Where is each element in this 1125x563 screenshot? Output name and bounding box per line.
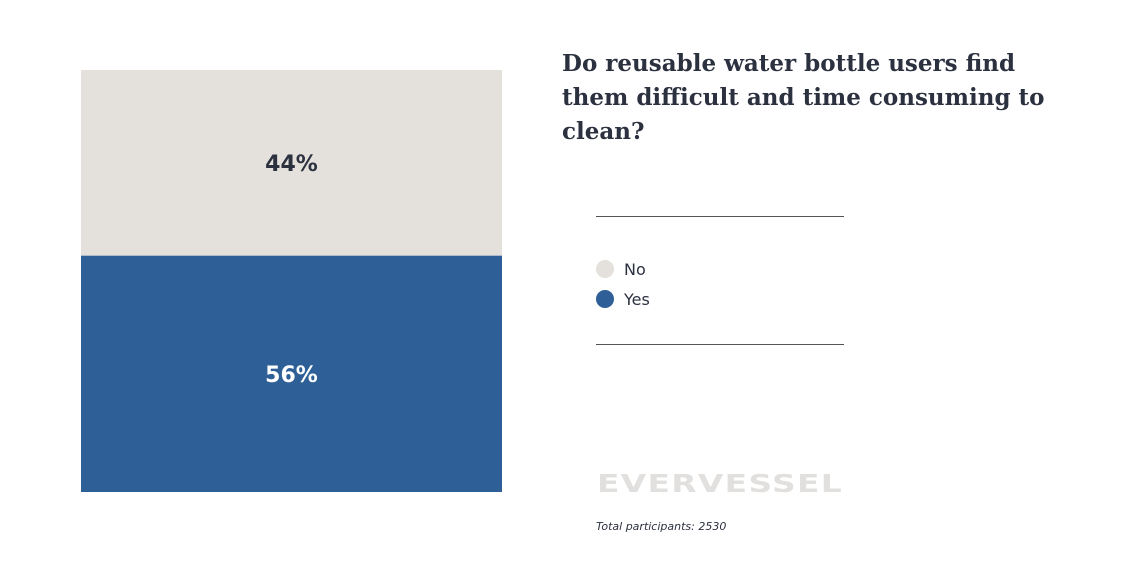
legend-top-divider [596, 216, 844, 217]
logo-wordmark: EVERVESSEL [597, 469, 843, 498]
legend-label-yes: Yes [624, 289, 650, 309]
chart-title: Do reusable water bottle users find them… [562, 50, 1045, 145]
legend-swatch-yes [596, 290, 614, 308]
legend-item-yes: Yes [596, 284, 650, 314]
data-label-no: 44% [265, 152, 318, 177]
legend-swatch-no [596, 260, 614, 278]
legend-item-no: No [596, 254, 650, 284]
bar-segment-yes [81, 255, 502, 492]
data-label-yes: 56% [265, 363, 318, 388]
stacked-bar-chart: 44% 56% [81, 70, 502, 492]
bar-segment-no [81, 70, 502, 256]
evervessel-logo: EVERVESSEL [597, 469, 843, 498]
legend: No Yes [596, 254, 650, 314]
legend-bottom-divider [596, 344, 844, 345]
legend-label-no: No [624, 259, 646, 279]
participants-count: Total participants: 2530 [596, 520, 727, 533]
